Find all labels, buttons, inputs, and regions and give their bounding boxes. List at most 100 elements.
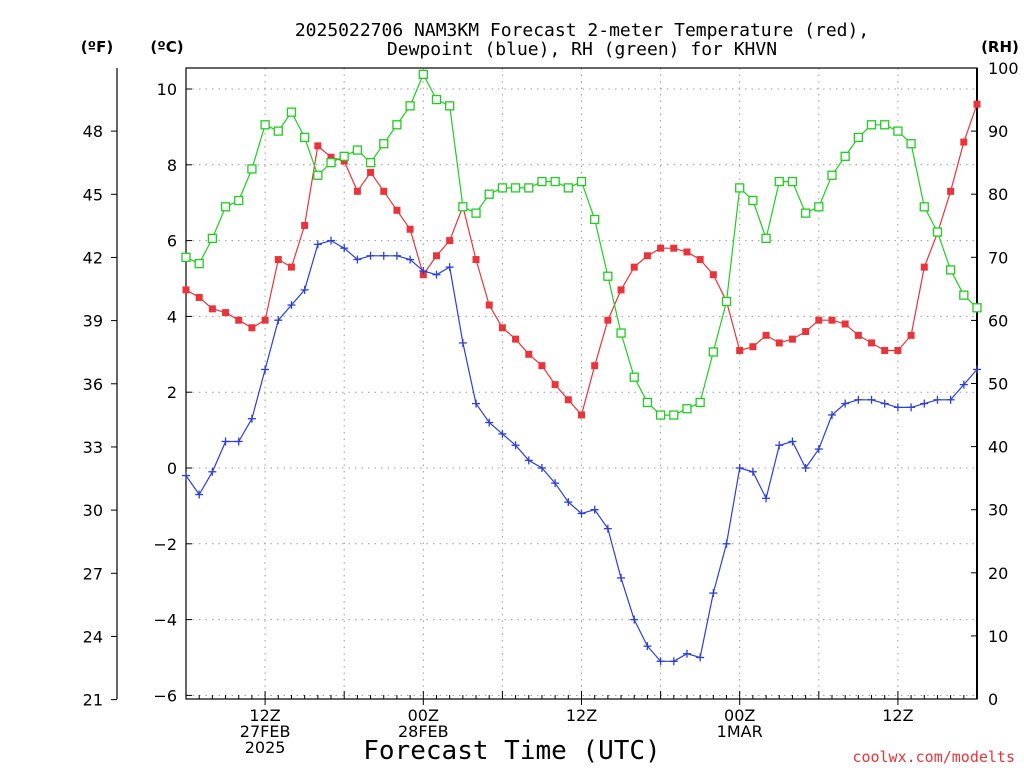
dewpoint-point xyxy=(537,464,546,472)
celsius-tick-label: 0 xyxy=(167,459,177,478)
celsius-tick-label: 10 xyxy=(157,80,177,99)
fahrenheit-tick-label: 21 xyxy=(83,691,103,710)
dewpoint-point xyxy=(366,251,375,260)
rh-tick-label: 10 xyxy=(988,627,1008,646)
dewpoint-point xyxy=(946,395,955,404)
rh-point xyxy=(629,372,639,382)
rh-point xyxy=(352,145,363,155)
dewpoint-point xyxy=(880,399,889,408)
rh-point xyxy=(339,151,349,161)
temperature-point xyxy=(340,157,348,165)
fahrenheit-tick-label: 39 xyxy=(83,312,103,331)
fahrenheit-tick-label: 27 xyxy=(83,564,103,583)
temperature-point xyxy=(406,225,414,233)
rh-point xyxy=(484,189,494,199)
temperature-point xyxy=(538,362,546,370)
dewpoint-point xyxy=(630,615,639,624)
dewpoint-point xyxy=(801,464,810,472)
rh-point xyxy=(827,170,837,180)
dewpoint-point xyxy=(551,479,560,488)
temperature-point xyxy=(353,187,361,195)
dewpoint-point xyxy=(472,399,481,408)
celsius-tick-label: 2 xyxy=(167,383,177,402)
fahrenheit-tick-label: 45 xyxy=(83,185,103,204)
rh-point xyxy=(774,176,784,187)
dewpoint-point xyxy=(419,266,428,275)
temperature-point xyxy=(920,263,928,271)
temperature-point xyxy=(696,256,704,264)
x-tick-label: 2025 xyxy=(245,738,286,757)
temperature-point xyxy=(314,142,322,150)
rh-point xyxy=(379,139,389,149)
temperature-point xyxy=(868,339,876,347)
dewpoint-point xyxy=(603,524,612,533)
temperature-point xyxy=(248,324,256,332)
rh-point xyxy=(563,183,573,193)
temperature-point xyxy=(683,248,691,256)
rh-point xyxy=(537,176,547,187)
rh-tick-label: 60 xyxy=(988,311,1008,330)
dewpoint-point xyxy=(748,467,757,476)
dewpoint-point xyxy=(458,338,467,347)
rh-point xyxy=(458,202,468,212)
x-tick-label: 27FEB xyxy=(240,722,291,741)
rh-point xyxy=(708,347,718,357)
temperature-point xyxy=(670,244,678,252)
fahrenheit-tick-label: 30 xyxy=(83,501,103,520)
rh-point xyxy=(550,176,560,187)
rh-point xyxy=(445,101,455,111)
rh-unit-label: (RH) xyxy=(981,38,1019,56)
temperature-point xyxy=(894,347,902,355)
dewpoint-point xyxy=(933,395,942,404)
watermark: coolwx.com/modelts xyxy=(852,748,1015,766)
dewpoint-point xyxy=(775,441,784,450)
rh-point xyxy=(669,410,679,420)
dewpoint-point xyxy=(643,642,652,651)
rh-point xyxy=(326,157,336,168)
rh-point xyxy=(590,214,600,225)
rh-point xyxy=(194,258,204,269)
rh-point xyxy=(273,126,283,136)
rh-point xyxy=(840,151,850,161)
temperature-point xyxy=(512,335,520,343)
fahrenheit-tick-label: 33 xyxy=(83,438,103,457)
temperature-point xyxy=(327,153,335,161)
rh-point xyxy=(814,202,824,212)
temperature-point xyxy=(736,347,744,355)
rh-point xyxy=(642,397,653,408)
dewpoint-point xyxy=(221,437,230,446)
temperature-point xyxy=(485,301,493,309)
dewpoint-point xyxy=(498,429,507,438)
celsius-tick-label: −4 xyxy=(153,611,177,630)
temperature-point xyxy=(960,138,968,146)
rh-point xyxy=(919,202,929,212)
temperature-point xyxy=(564,396,572,404)
celsius-tick-label: 4 xyxy=(167,307,177,326)
dewpoint-point xyxy=(524,456,533,465)
dewpoint-point xyxy=(893,403,902,412)
rh-tick-label: 0 xyxy=(988,690,998,709)
temperature-point xyxy=(775,339,783,347)
dewpoint-point xyxy=(564,498,573,507)
dewpoint-point xyxy=(340,244,349,253)
dewpoint-point xyxy=(353,255,362,264)
temperature-point xyxy=(301,221,309,229)
fahrenheit-unit-label: (ºF) xyxy=(81,38,113,56)
dewpoint-point xyxy=(485,418,494,427)
temperature-point xyxy=(604,316,612,324)
dewpoint-point xyxy=(195,490,204,499)
rh-point xyxy=(616,328,626,338)
fahrenheit-tick-label: 36 xyxy=(83,375,103,394)
dewpoint-point xyxy=(432,270,441,279)
temperature-point xyxy=(208,305,216,313)
temperature-point xyxy=(973,100,981,108)
dewpoint-point xyxy=(827,410,836,419)
temperature-point xyxy=(432,252,440,260)
dewpoint-point xyxy=(406,255,415,264)
temperature-point xyxy=(393,206,401,214)
celsius-tick-label: 8 xyxy=(167,156,177,175)
temperature-point xyxy=(195,293,203,301)
rh-point xyxy=(959,290,969,300)
rh-tick-label: 20 xyxy=(988,564,1008,583)
